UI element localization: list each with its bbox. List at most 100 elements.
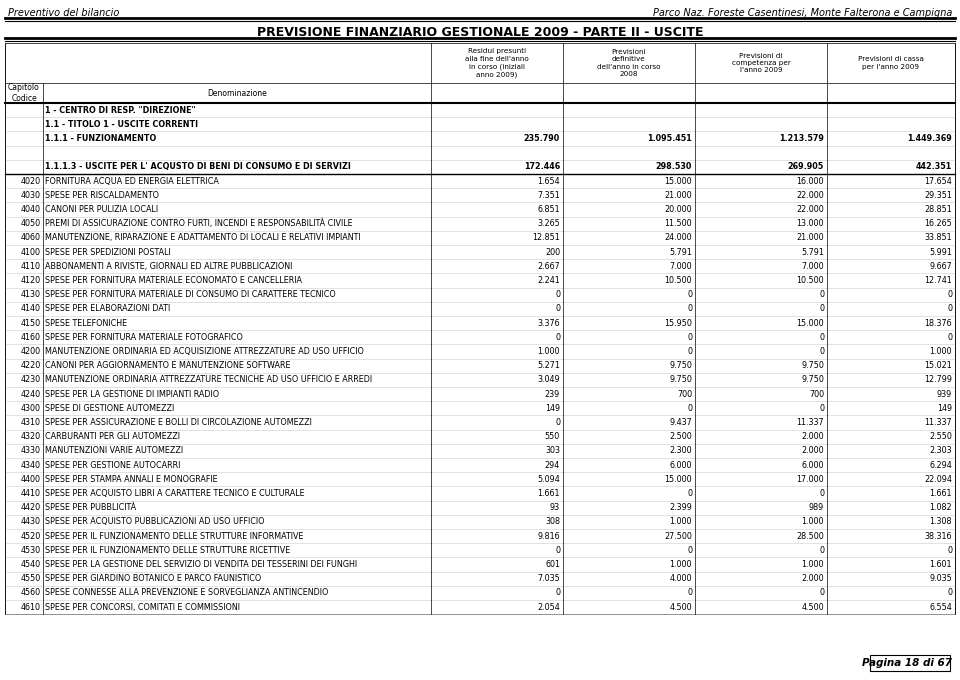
Bar bbox=[5, 302, 955, 316]
Text: 4320: 4320 bbox=[21, 432, 41, 441]
Text: PREVISIONE FINANZIARIO GESTIONALE 2009 - PARTE II - USCITE: PREVISIONE FINANZIARIO GESTIONALE 2009 -… bbox=[256, 26, 704, 39]
Bar bbox=[5, 203, 955, 217]
Text: 2.300: 2.300 bbox=[669, 446, 692, 456]
Text: 0: 0 bbox=[687, 305, 692, 313]
Bar bbox=[5, 273, 955, 288]
Text: 0: 0 bbox=[819, 333, 824, 342]
Text: SPESE PER RISCALDAMENTO: SPESE PER RISCALDAMENTO bbox=[45, 191, 159, 200]
Text: 1.661: 1.661 bbox=[929, 489, 952, 498]
Text: 15.950: 15.950 bbox=[664, 319, 692, 328]
Text: 4560: 4560 bbox=[21, 588, 41, 598]
Text: SPESE PER FORNITURA MATERIALE DI CONSUMO DI CARATTERE TECNICO: SPESE PER FORNITURA MATERIALE DI CONSUMO… bbox=[45, 290, 336, 299]
Text: 5.791: 5.791 bbox=[669, 248, 692, 256]
Text: Previsioni
definitive
dell'anno in corso
2008: Previsioni definitive dell'anno in corso… bbox=[597, 49, 660, 78]
Text: MANUTENZIONI VARIE AUTOMEZZI: MANUTENZIONI VARIE AUTOMEZZI bbox=[45, 446, 183, 456]
Text: SPESE PER SPEDIZIONI POSTALI: SPESE PER SPEDIZIONI POSTALI bbox=[45, 248, 171, 256]
Text: 4520: 4520 bbox=[21, 532, 41, 541]
Bar bbox=[5, 444, 955, 458]
Text: 17.654: 17.654 bbox=[924, 177, 952, 186]
Bar bbox=[5, 486, 955, 500]
Text: 4140: 4140 bbox=[21, 305, 41, 313]
Text: 0: 0 bbox=[819, 305, 824, 313]
Text: 2.241: 2.241 bbox=[538, 276, 560, 285]
Text: 1.1.1.3 - USCITE PER L' ACQUSTO DI BENI DI CONSUMO E DI SERVIZI: 1.1.1.3 - USCITE PER L' ACQUSTO DI BENI … bbox=[45, 163, 350, 171]
Text: Previsioni di cassa
per l'anno 2009: Previsioni di cassa per l'anno 2009 bbox=[858, 56, 924, 70]
Bar bbox=[5, 103, 955, 117]
Text: 0: 0 bbox=[687, 588, 692, 598]
Text: 0: 0 bbox=[819, 546, 824, 555]
Text: 5.991: 5.991 bbox=[929, 248, 952, 256]
Text: SPESE PER LA GESTIONE DI IMPIANTI RADIO: SPESE PER LA GESTIONE DI IMPIANTI RADIO bbox=[45, 390, 219, 398]
Text: 6.000: 6.000 bbox=[669, 460, 692, 470]
Bar bbox=[5, 131, 955, 146]
Text: 0: 0 bbox=[555, 546, 560, 555]
Text: 0: 0 bbox=[687, 546, 692, 555]
Bar bbox=[5, 387, 955, 401]
Text: 4430: 4430 bbox=[21, 517, 41, 526]
Text: 11.337: 11.337 bbox=[924, 418, 952, 427]
Text: 4310: 4310 bbox=[21, 418, 41, 427]
Text: 4240: 4240 bbox=[21, 390, 41, 398]
Text: 1.095.451: 1.095.451 bbox=[647, 134, 692, 143]
Text: 1.000: 1.000 bbox=[802, 560, 824, 569]
Text: 4040: 4040 bbox=[21, 205, 41, 214]
Text: 13.000: 13.000 bbox=[797, 219, 824, 228]
Text: 939: 939 bbox=[937, 390, 952, 398]
Text: 0: 0 bbox=[687, 290, 692, 299]
Text: SPESE PER FORNITURA MATERIALE ECONOMATO E CANCELLERIA: SPESE PER FORNITURA MATERIALE ECONOMATO … bbox=[45, 276, 302, 285]
Text: 10.500: 10.500 bbox=[797, 276, 824, 285]
Text: 1.000: 1.000 bbox=[669, 517, 692, 526]
Text: 3.376: 3.376 bbox=[538, 319, 560, 328]
Text: FORNITURA ACQUA ED ENERGIA ELETTRICA: FORNITURA ACQUA ED ENERGIA ELETTRICA bbox=[45, 177, 219, 186]
Bar bbox=[5, 558, 955, 572]
Text: SPESE PER ELABORAZIONI DATI: SPESE PER ELABORAZIONI DATI bbox=[45, 305, 170, 313]
Text: SPESE PER GIARDINO BOTANICO E PARCO FAUNISTICO: SPESE PER GIARDINO BOTANICO E PARCO FAUN… bbox=[45, 574, 261, 583]
Bar bbox=[5, 245, 955, 259]
Text: 18.376: 18.376 bbox=[924, 319, 952, 328]
Bar bbox=[5, 103, 955, 614]
Text: 0: 0 bbox=[819, 347, 824, 356]
Bar bbox=[5, 174, 955, 188]
Text: Residui presunti
alla fine dell'anno
in corso (iniziali
anno 2009): Residui presunti alla fine dell'anno in … bbox=[466, 48, 529, 78]
Text: 2.000: 2.000 bbox=[802, 574, 824, 583]
Text: 17.000: 17.000 bbox=[797, 475, 824, 483]
Text: 7.000: 7.000 bbox=[669, 262, 692, 271]
Text: 989: 989 bbox=[808, 503, 824, 512]
Text: Parco Naz. Foreste Casentinesi, Monte Falterona e Campigna: Parco Naz. Foreste Casentinesi, Monte Fa… bbox=[653, 8, 952, 18]
Text: 0: 0 bbox=[947, 588, 952, 598]
Text: 550: 550 bbox=[544, 432, 560, 441]
Text: 1.654: 1.654 bbox=[538, 177, 560, 186]
Text: SPESE PER FORNITURA MATERIALE FOTOGRAFICO: SPESE PER FORNITURA MATERIALE FOTOGRAFIC… bbox=[45, 333, 243, 342]
Text: 1.000: 1.000 bbox=[802, 517, 824, 526]
Text: 0: 0 bbox=[819, 290, 824, 299]
Text: 700: 700 bbox=[809, 390, 824, 398]
Text: 24.000: 24.000 bbox=[664, 233, 692, 242]
Text: 4220: 4220 bbox=[21, 361, 41, 370]
Bar bbox=[5, 217, 955, 231]
Text: 1.308: 1.308 bbox=[929, 517, 952, 526]
Text: Denominazione: Denominazione bbox=[207, 88, 267, 97]
Text: CARBURANTI PER GLI AUTOMEZZI: CARBURANTI PER GLI AUTOMEZZI bbox=[45, 432, 180, 441]
Bar bbox=[5, 500, 955, 515]
Text: 1.082: 1.082 bbox=[929, 503, 952, 512]
Text: 5.271: 5.271 bbox=[538, 361, 560, 370]
Bar bbox=[5, 572, 955, 585]
Bar bbox=[5, 43, 955, 103]
Text: 0: 0 bbox=[687, 347, 692, 356]
Text: 22.094: 22.094 bbox=[924, 475, 952, 483]
Bar bbox=[5, 259, 955, 273]
Text: 6.294: 6.294 bbox=[929, 460, 952, 470]
Text: 4420: 4420 bbox=[21, 503, 41, 512]
Text: 0: 0 bbox=[947, 333, 952, 342]
Text: 0: 0 bbox=[819, 489, 824, 498]
Text: 1.1 - TITOLO 1 - USCITE CORRENTI: 1.1 - TITOLO 1 - USCITE CORRENTI bbox=[45, 120, 198, 129]
Text: 0: 0 bbox=[555, 333, 560, 342]
Text: 28.851: 28.851 bbox=[924, 205, 952, 214]
Bar bbox=[5, 344, 955, 358]
Text: 10.500: 10.500 bbox=[664, 276, 692, 285]
Bar bbox=[5, 358, 955, 373]
Text: 9.816: 9.816 bbox=[538, 532, 560, 541]
Text: 93: 93 bbox=[550, 503, 560, 512]
Bar bbox=[5, 430, 955, 444]
Text: Pagina 18 di 67: Pagina 18 di 67 bbox=[862, 658, 952, 668]
